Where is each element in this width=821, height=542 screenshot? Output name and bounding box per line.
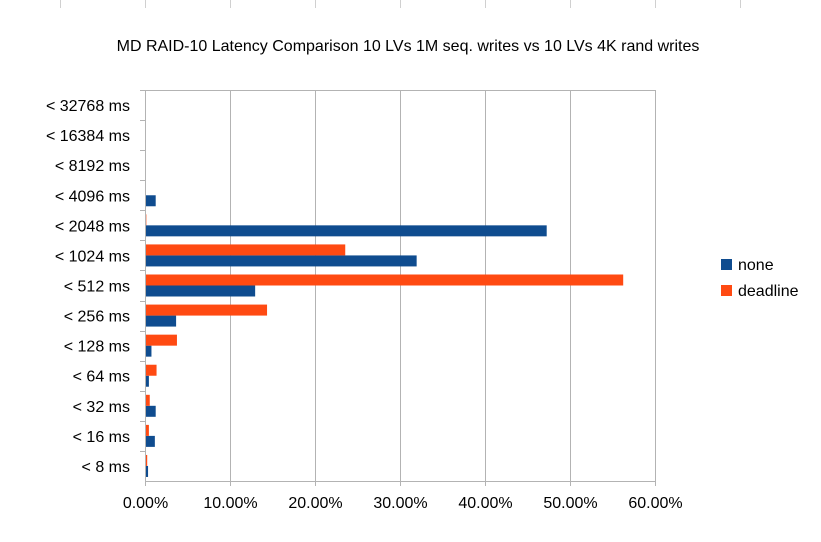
x-tick-label: 0.00%: [123, 495, 168, 512]
category-label: < 16 ms: [73, 429, 130, 446]
bar-deadline: [145, 244, 346, 256]
bar-deadline: [145, 454, 148, 466]
bar-none: [145, 195, 156, 207]
topline-decoration: [60, 0, 741, 8]
x-tick-label: 60.00%: [628, 495, 682, 512]
x-tick-label: 10.00%: [203, 495, 257, 512]
legend-label-deadline: deadline: [738, 283, 799, 300]
legend-label-none: none: [738, 257, 774, 274]
x-tick-label: 20.00%: [288, 495, 342, 512]
bar-deadline: [145, 304, 268, 316]
category-label: < 8 ms: [82, 459, 130, 476]
category-label: < 2048 ms: [55, 218, 130, 235]
category-label: < 8192 ms: [55, 158, 130, 175]
bar-none: [145, 315, 177, 327]
x-tick-label: 50.00%: [543, 495, 597, 512]
bar-none: [145, 405, 156, 417]
category-label: < 32 ms: [73, 399, 130, 416]
legend-swatch-none: [721, 259, 732, 270]
category-label: < 512 ms: [64, 279, 130, 296]
category-label: < 1024 ms: [55, 248, 130, 265]
x-tick-label: 40.00%: [458, 495, 512, 512]
category-label: < 32768 ms: [46, 98, 130, 115]
category-label: < 128 ms: [64, 339, 130, 356]
bar-none: [145, 225, 547, 237]
bar-deadline: [145, 394, 150, 406]
bar-deadline: [145, 364, 157, 376]
axis-layer: 0.00% 10.00% 20.00% 30.00% 40.00% 50.00% 60.00…: [46, 90, 683, 512]
bar-none: [145, 255, 417, 267]
category-label: < 16384 ms: [46, 128, 130, 145]
category-label: < 64 ms: [73, 369, 130, 386]
bar-none: [145, 285, 256, 297]
chart-title: MD RAID-10 Latency Comparison 10 LVs 1M …: [117, 38, 700, 55]
bar-none: [145, 375, 149, 387]
bar-deadline: [145, 274, 624, 286]
bar-deadline: [145, 334, 177, 346]
bars-layer: [145, 135, 624, 477]
bar-none: [145, 345, 152, 357]
x-tick-label: 30.00%: [373, 495, 427, 512]
category-label: < 4096 ms: [55, 188, 130, 205]
category-label: < 256 ms: [64, 309, 130, 326]
bar-none: [145, 465, 149, 477]
legend: none deadline: [721, 257, 799, 300]
legend-swatch-deadline: [721, 285, 732, 296]
bar-deadline: [145, 424, 149, 436]
bar-none: [145, 435, 155, 447]
